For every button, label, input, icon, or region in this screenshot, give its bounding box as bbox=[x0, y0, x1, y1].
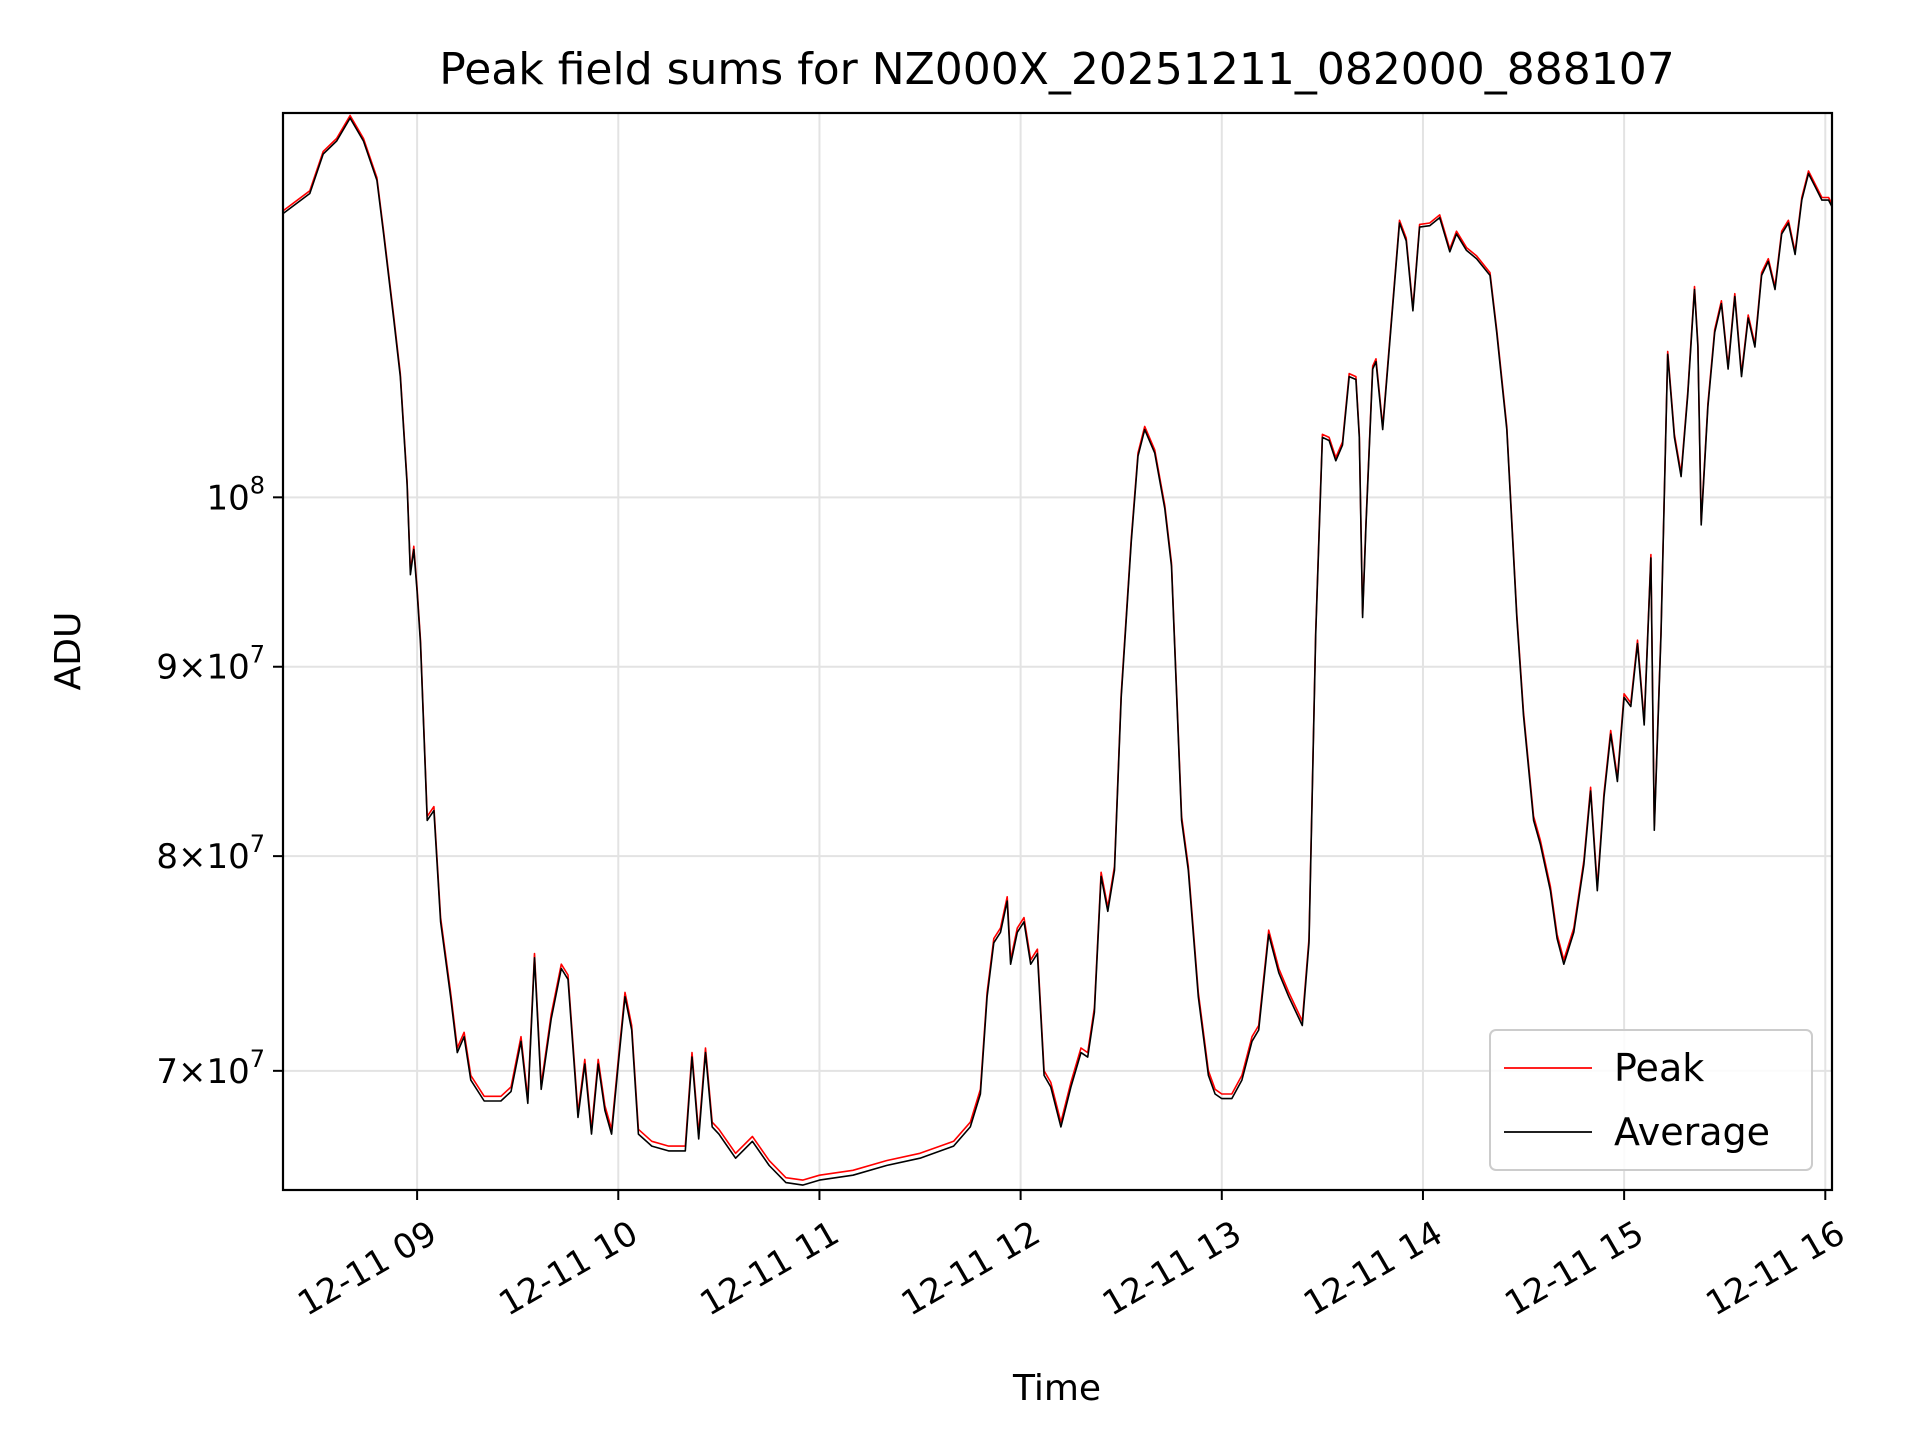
legend-label-average: Average bbox=[1614, 1110, 1770, 1154]
legend: Peak Average bbox=[1489, 1029, 1813, 1171]
plot-frame bbox=[281, 111, 1834, 1192]
y-tick-label: 9×107 bbox=[156, 641, 265, 688]
y-tick-label: 7×107 bbox=[156, 1045, 265, 1092]
x-axis-label: Time bbox=[1012, 1368, 1101, 1409]
series-line-average bbox=[283, 117, 1832, 1186]
series-layer bbox=[283, 114, 1832, 1186]
y-tick-label: 108 bbox=[206, 471, 265, 518]
legend-label-peak: Peak bbox=[1614, 1046, 1704, 1090]
chart-title: Peak field sums for NZ000X_20251211_0820… bbox=[439, 44, 1675, 95]
legend-frame bbox=[1489, 1029, 1813, 1171]
y-axis-label: ADU bbox=[48, 612, 89, 691]
y-tick-label: 8×107 bbox=[156, 830, 265, 877]
